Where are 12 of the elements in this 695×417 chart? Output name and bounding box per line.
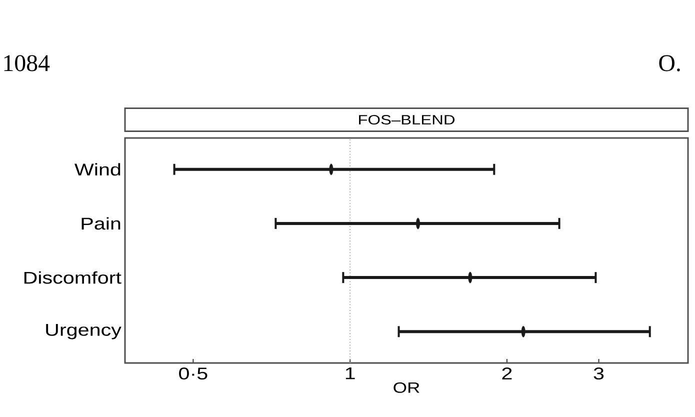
x-tick-label: 0·5	[179, 368, 208, 380]
chart-title: FOS–BLEND	[359, 115, 454, 125]
y-tick-label: Wind	[74, 163, 120, 176]
x-tick-label: 2	[502, 368, 512, 380]
text: O.	[659, 55, 680, 72]
x-tick-label: 3	[594, 368, 604, 380]
y-tick-label: Discomfort	[24, 271, 122, 284]
x-axis-title: OR	[394, 382, 420, 393]
y-tick-label: Urgency	[46, 324, 122, 340]
text: 1084	[4, 55, 50, 72]
y-tick-label: Pain	[82, 217, 120, 230]
x-tick-label: 1	[346, 368, 355, 380]
